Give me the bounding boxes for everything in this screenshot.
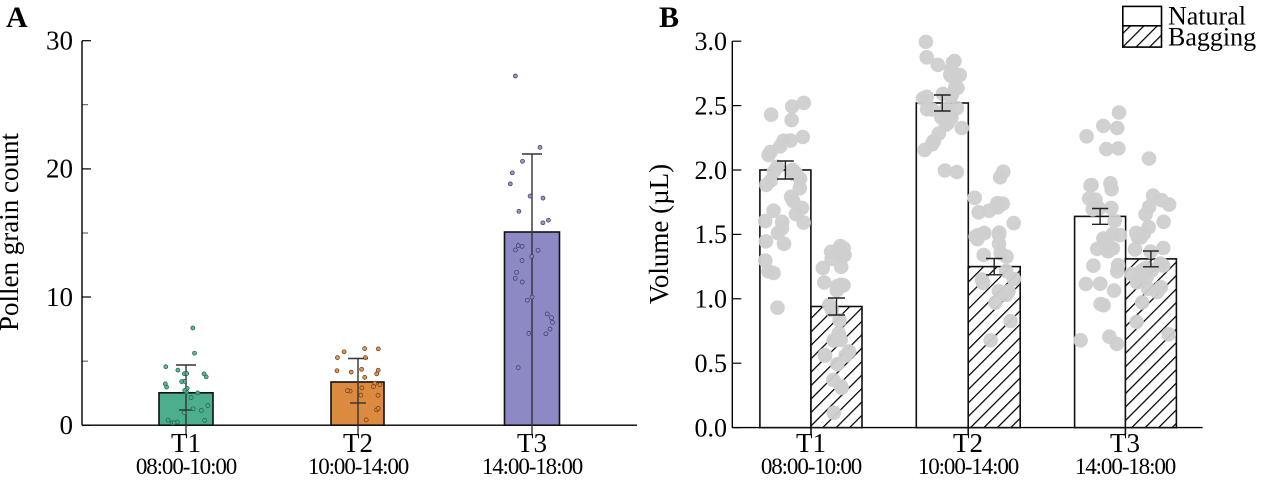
svg-text:1.5: 1.5 [695, 220, 728, 249]
svg-text:2.5: 2.5 [695, 91, 728, 120]
svg-text:30: 30 [46, 26, 73, 56]
svg-text:08:00-10:00: 08:00-10:00 [761, 454, 862, 479]
svg-text:A: A [6, 1, 28, 34]
svg-text:0.0: 0.0 [695, 413, 728, 442]
svg-text:0: 0 [60, 410, 74, 440]
svg-text:14:00-18:00: 14:00-18:00 [1075, 454, 1176, 479]
svg-text:10: 10 [46, 282, 73, 312]
svg-text:B: B [659, 1, 679, 34]
svg-text:20: 20 [46, 154, 73, 184]
svg-text:Volume (µL): Volume (µL) [644, 164, 674, 304]
svg-text:0.5: 0.5 [695, 349, 728, 378]
svg-text:Bagging: Bagging [1168, 23, 1256, 52]
svg-text:10:00-14:00: 10:00-14:00 [918, 454, 1019, 479]
svg-text:08:00-10:00: 08:00-10:00 [136, 454, 237, 479]
svg-text:Pollen grain count: Pollen grain count [0, 133, 24, 331]
svg-text:1.0: 1.0 [695, 285, 728, 314]
svg-text:14:00-18:00: 14:00-18:00 [482, 454, 583, 479]
svg-text:10:00-14:00: 10:00-14:00 [308, 454, 409, 479]
svg-text:3.0: 3.0 [695, 27, 728, 56]
svg-text:2.0: 2.0 [695, 156, 728, 185]
